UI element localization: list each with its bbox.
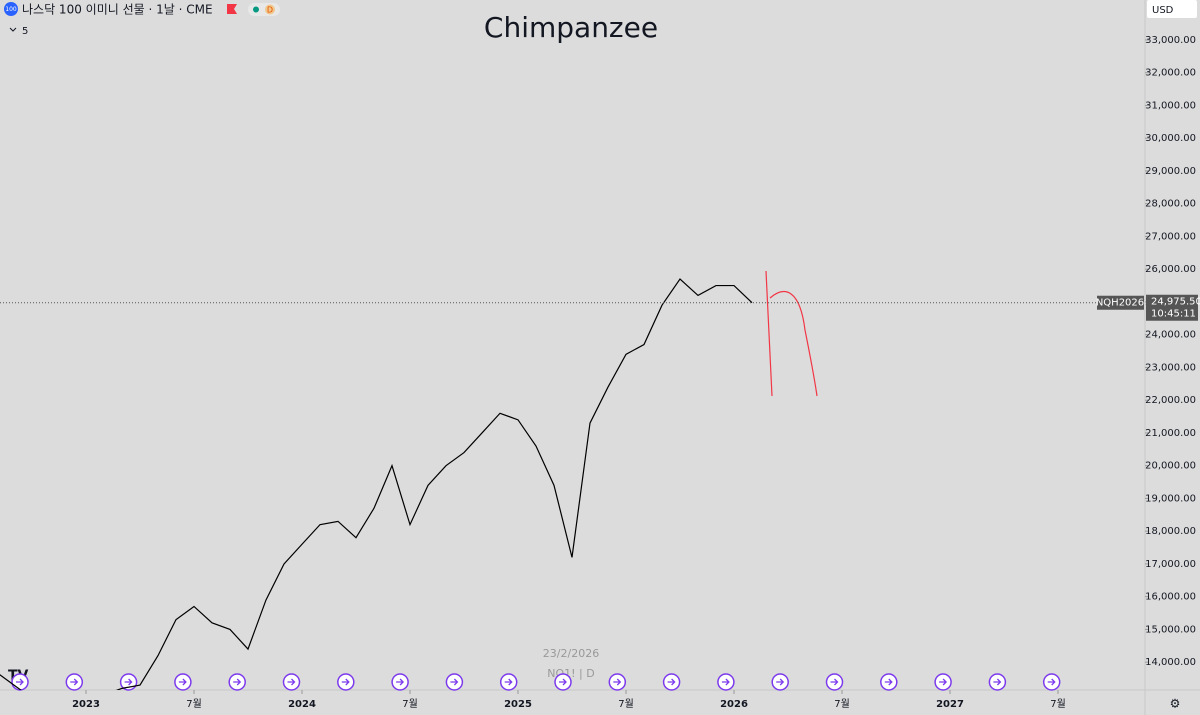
y-tick-label: 15,000.00 bbox=[1145, 624, 1196, 635]
event-arrow bbox=[939, 678, 948, 686]
flag-icon bbox=[227, 4, 237, 14]
event-arrow bbox=[613, 678, 622, 686]
symbol-tag-label: NQH2026 bbox=[1096, 298, 1144, 309]
symbol-tag bbox=[1097, 295, 1144, 310]
chart-title: Chimpanzee bbox=[484, 11, 658, 44]
event-arrow bbox=[124, 678, 133, 686]
x-tick-label: 2026 bbox=[720, 699, 748, 710]
y-tick-label: 30,000.00 bbox=[1145, 133, 1196, 144]
x-tick-label: 7월 bbox=[186, 698, 202, 710]
event-arrow bbox=[396, 678, 405, 686]
y-tick-label: 23,000.00 bbox=[1145, 362, 1196, 373]
y-tick-label: 26,000.00 bbox=[1145, 264, 1196, 275]
currency-button[interactable] bbox=[1147, 0, 1197, 18]
event-arrow bbox=[993, 678, 1002, 686]
watermark-symbol: NQ1! | D bbox=[547, 667, 594, 680]
price-tag-label: 24,975.50 bbox=[1151, 297, 1200, 308]
y-tick-label: 21,000.00 bbox=[1145, 428, 1196, 439]
event-arrow bbox=[721, 678, 730, 686]
drawings bbox=[765, 270, 818, 397]
event-arrow bbox=[559, 678, 567, 686]
drawing-curve[interactable] bbox=[769, 291, 818, 397]
y-tick-label: 19,000.00 bbox=[1145, 493, 1196, 504]
x-tick-label: 2024 bbox=[288, 699, 316, 710]
event-arrow bbox=[233, 678, 242, 686]
x-tick-label: 7월 bbox=[1050, 698, 1066, 710]
y-tick-label: 28,000.00 bbox=[1145, 199, 1196, 210]
event-arrow bbox=[70, 678, 79, 686]
y-tick-label: 27,000.00 bbox=[1145, 231, 1196, 242]
event-arrow bbox=[504, 678, 513, 686]
y-tick-label: 20,000.00 bbox=[1145, 461, 1196, 472]
x-tick-label: 2027 bbox=[936, 699, 964, 710]
event-arrow bbox=[16, 678, 24, 686]
status-pill bbox=[248, 3, 280, 16]
y-tick-label: 22,000.00 bbox=[1145, 395, 1196, 406]
y-tick-label: 32,000.00 bbox=[1145, 68, 1196, 79]
symbol-title: 나스닥 100 이미니 선물 · 1날 · CME bbox=[22, 3, 213, 17]
status-dot bbox=[253, 6, 259, 13]
collapse-icon[interactable] bbox=[9, 27, 17, 32]
x-tick-label: 7월 bbox=[618, 698, 634, 710]
series-group bbox=[0, 278, 753, 690]
y-tick-label: 31,000.00 bbox=[1145, 100, 1196, 111]
x-tick-label: 2023 bbox=[72, 699, 100, 710]
event-arrow bbox=[667, 678, 676, 686]
x-tick-label: 7월 bbox=[402, 698, 418, 710]
status-badge: D bbox=[267, 6, 273, 15]
event-arrow bbox=[341, 678, 350, 686]
y-tick-label: 16,000.00 bbox=[1145, 592, 1196, 603]
event-arrow bbox=[450, 678, 459, 686]
currency[interactable]: USD bbox=[1152, 5, 1174, 16]
event-arrow bbox=[1047, 678, 1056, 686]
y-tick-label: 18,000.00 bbox=[1145, 526, 1196, 537]
drawing-line[interactable] bbox=[765, 270, 773, 397]
y-tick-label: 33,000.00 bbox=[1145, 35, 1196, 46]
x-tick-label: 2025 bbox=[504, 699, 532, 710]
price-line bbox=[0, 278, 753, 690]
y-tick-label: 24,000.00 bbox=[1145, 330, 1196, 341]
countdown-label: 10:45:11 bbox=[1151, 309, 1196, 320]
event-arrow bbox=[830, 678, 839, 686]
x-tick-label: 7월 bbox=[834, 698, 850, 710]
settings-icon[interactable]: ⚙ bbox=[1170, 697, 1181, 711]
price-tag bbox=[1146, 294, 1198, 321]
symbol-badge: 100 bbox=[5, 6, 17, 13]
symbol-icon bbox=[4, 2, 18, 16]
event-arrow bbox=[884, 678, 893, 686]
y-tick-label: 14,000.00 bbox=[1145, 657, 1196, 668]
event-arrow bbox=[178, 678, 187, 686]
indicator-count[interactable]: 5 bbox=[22, 26, 28, 37]
event-arrow bbox=[287, 678, 296, 686]
event-arrow bbox=[776, 678, 785, 686]
watermark-date: 23/2/2026 bbox=[543, 647, 599, 660]
y-tick-label: 17,000.00 bbox=[1145, 559, 1196, 570]
y-tick-label: 29,000.00 bbox=[1145, 166, 1196, 177]
status-dot bbox=[265, 4, 275, 15]
